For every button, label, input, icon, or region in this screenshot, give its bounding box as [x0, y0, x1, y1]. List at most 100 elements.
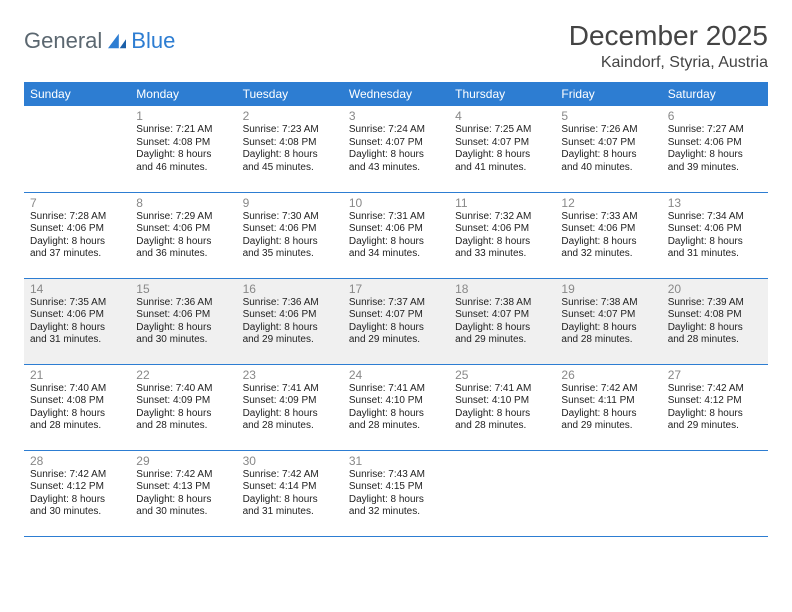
day-info: Sunrise: 7:25 AMSunset: 4:07 PMDaylight:… [455, 124, 549, 174]
daylight-line-1: Daylight: 8 hours [349, 322, 443, 335]
sunrise-line: Sunrise: 7:25 AM [455, 124, 549, 137]
sunrise-line: Sunrise: 7:40 AM [30, 383, 124, 396]
day-number: 11 [455, 196, 549, 210]
day-cell: 23Sunrise: 7:41 AMSunset: 4:09 PMDayligh… [237, 364, 343, 450]
daylight-line-2: and 32 minutes. [561, 248, 655, 261]
sunrise-line: Sunrise: 7:35 AM [30, 297, 124, 310]
daylight-line-2: and 46 minutes. [136, 162, 230, 175]
daylight-line-1: Daylight: 8 hours [136, 322, 230, 335]
day-number: 25 [455, 368, 549, 382]
header: General Blue December 2025 Kaindorf, Sty… [24, 20, 768, 72]
daylight-line-1: Daylight: 8 hours [349, 408, 443, 421]
daylight-line-2: and 30 minutes. [136, 506, 230, 519]
day-cell: 24Sunrise: 7:41 AMSunset: 4:10 PMDayligh… [343, 364, 449, 450]
day-cell: 6Sunrise: 7:27 AMSunset: 4:06 PMDaylight… [662, 106, 768, 192]
daylight-line-2: and 31 minutes. [30, 334, 124, 347]
day-cell [24, 106, 130, 192]
day-number: 8 [136, 196, 230, 210]
sunset-line: Sunset: 4:09 PM [243, 395, 337, 408]
day-number: 31 [349, 454, 443, 468]
day-cell: 7Sunrise: 7:28 AMSunset: 4:06 PMDaylight… [24, 192, 130, 278]
sunrise-line: Sunrise: 7:31 AM [349, 211, 443, 224]
sunrise-line: Sunrise: 7:36 AM [136, 297, 230, 310]
daylight-line-2: and 28 minutes. [30, 420, 124, 433]
daylight-line-2: and 28 minutes. [668, 334, 762, 347]
sunset-line: Sunset: 4:06 PM [668, 223, 762, 236]
sunrise-line: Sunrise: 7:41 AM [455, 383, 549, 396]
day-header: Sunday [24, 82, 130, 106]
day-cell: 9Sunrise: 7:30 AMSunset: 4:06 PMDaylight… [237, 192, 343, 278]
daylight-line-2: and 43 minutes. [349, 162, 443, 175]
day-cell: 15Sunrise: 7:36 AMSunset: 4:06 PMDayligh… [130, 278, 236, 364]
week-row: 7Sunrise: 7:28 AMSunset: 4:06 PMDaylight… [24, 192, 768, 278]
daylight-line-2: and 30 minutes. [136, 334, 230, 347]
day-number: 12 [561, 196, 655, 210]
calendar-table: SundayMondayTuesdayWednesdayThursdayFrid… [24, 82, 768, 537]
daylight-line-1: Daylight: 8 hours [30, 408, 124, 421]
day-number: 5 [561, 109, 655, 123]
day-number: 4 [455, 109, 549, 123]
day-info: Sunrise: 7:30 AMSunset: 4:06 PMDaylight:… [243, 211, 337, 261]
location: Kaindorf, Styria, Austria [569, 54, 768, 72]
calendar-header-row: SundayMondayTuesdayWednesdayThursdayFrid… [24, 82, 768, 106]
daylight-line-2: and 40 minutes. [561, 162, 655, 175]
sunrise-line: Sunrise: 7:37 AM [349, 297, 443, 310]
sunset-line: Sunset: 4:10 PM [349, 395, 443, 408]
day-cell: 1Sunrise: 7:21 AMSunset: 4:08 PMDaylight… [130, 106, 236, 192]
day-cell: 10Sunrise: 7:31 AMSunset: 4:06 PMDayligh… [343, 192, 449, 278]
brand-part1: General [24, 28, 102, 54]
day-number: 15 [136, 282, 230, 296]
day-info: Sunrise: 7:43 AMSunset: 4:15 PMDaylight:… [349, 469, 443, 519]
sunset-line: Sunset: 4:06 PM [30, 223, 124, 236]
sunrise-line: Sunrise: 7:26 AM [561, 124, 655, 137]
sunrise-line: Sunrise: 7:30 AM [243, 211, 337, 224]
day-number: 1 [136, 109, 230, 123]
week-row: 28Sunrise: 7:42 AMSunset: 4:12 PMDayligh… [24, 450, 768, 536]
day-number: 30 [243, 454, 337, 468]
day-cell: 31Sunrise: 7:43 AMSunset: 4:15 PMDayligh… [343, 450, 449, 536]
daylight-line-1: Daylight: 8 hours [136, 494, 230, 507]
daylight-line-2: and 29 minutes. [455, 334, 549, 347]
calendar-page: General Blue December 2025 Kaindorf, Sty… [0, 0, 792, 547]
day-info: Sunrise: 7:26 AMSunset: 4:07 PMDaylight:… [561, 124, 655, 174]
sunrise-line: Sunrise: 7:38 AM [561, 297, 655, 310]
daylight-line-1: Daylight: 8 hours [30, 322, 124, 335]
daylight-line-2: and 28 minutes. [136, 420, 230, 433]
sunrise-line: Sunrise: 7:42 AM [30, 469, 124, 482]
day-number: 14 [30, 282, 124, 296]
daylight-line-1: Daylight: 8 hours [561, 408, 655, 421]
daylight-line-2: and 30 minutes. [30, 506, 124, 519]
day-number: 27 [668, 368, 762, 382]
week-row: 14Sunrise: 7:35 AMSunset: 4:06 PMDayligh… [24, 278, 768, 364]
sunrise-line: Sunrise: 7:41 AM [243, 383, 337, 396]
sunset-line: Sunset: 4:08 PM [243, 137, 337, 150]
day-number: 24 [349, 368, 443, 382]
day-info: Sunrise: 7:42 AMSunset: 4:12 PMDaylight:… [30, 469, 124, 519]
sunset-line: Sunset: 4:09 PM [136, 395, 230, 408]
sunset-line: Sunset: 4:11 PM [561, 395, 655, 408]
day-cell: 18Sunrise: 7:38 AMSunset: 4:07 PMDayligh… [449, 278, 555, 364]
daylight-line-2: and 41 minutes. [455, 162, 549, 175]
sunrise-line: Sunrise: 7:33 AM [561, 211, 655, 224]
day-cell: 11Sunrise: 7:32 AMSunset: 4:06 PMDayligh… [449, 192, 555, 278]
day-cell: 29Sunrise: 7:42 AMSunset: 4:13 PMDayligh… [130, 450, 236, 536]
day-cell: 30Sunrise: 7:42 AMSunset: 4:14 PMDayligh… [237, 450, 343, 536]
day-info: Sunrise: 7:40 AMSunset: 4:09 PMDaylight:… [136, 383, 230, 433]
sunset-line: Sunset: 4:06 PM [136, 309, 230, 322]
daylight-line-2: and 31 minutes. [243, 506, 337, 519]
daylight-line-2: and 39 minutes. [668, 162, 762, 175]
daylight-line-1: Daylight: 8 hours [243, 149, 337, 162]
day-header: Saturday [662, 82, 768, 106]
day-number: 3 [349, 109, 443, 123]
sunrise-line: Sunrise: 7:32 AM [455, 211, 549, 224]
day-number: 9 [243, 196, 337, 210]
daylight-line-1: Daylight: 8 hours [30, 236, 124, 249]
sunrise-line: Sunrise: 7:42 AM [561, 383, 655, 396]
daylight-line-1: Daylight: 8 hours [30, 494, 124, 507]
daylight-line-1: Daylight: 8 hours [668, 149, 762, 162]
daylight-line-2: and 29 minutes. [243, 334, 337, 347]
daylight-line-2: and 29 minutes. [561, 420, 655, 433]
day-info: Sunrise: 7:23 AMSunset: 4:08 PMDaylight:… [243, 124, 337, 174]
sunset-line: Sunset: 4:06 PM [30, 309, 124, 322]
day-info: Sunrise: 7:40 AMSunset: 4:08 PMDaylight:… [30, 383, 124, 433]
